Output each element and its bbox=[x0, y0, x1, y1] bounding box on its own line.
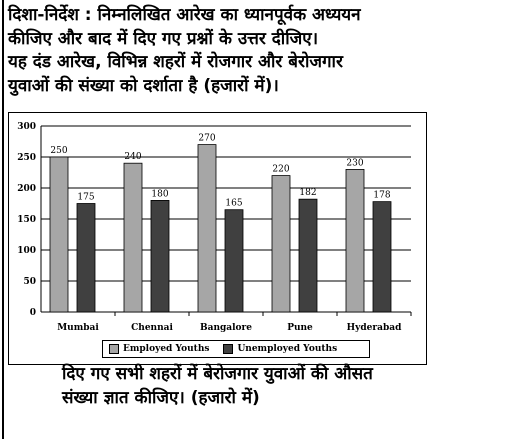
data-label: 180 bbox=[151, 189, 168, 199]
data-label: 175 bbox=[77, 193, 94, 203]
x-category-label: Pune bbox=[287, 323, 313, 333]
directions-line-1: दिशा-निर्देश : निम्नलिखित आरेख का ध्यानप… bbox=[8, 5, 361, 25]
bar bbox=[49, 156, 69, 313]
data-label: 250 bbox=[50, 146, 67, 156]
legend-item-unemployed: Unemployed Youths bbox=[217, 344, 337, 354]
bar bbox=[76, 203, 96, 313]
data-label: 230 bbox=[346, 158, 363, 168]
left-border-rule bbox=[2, 0, 4, 439]
legend-label-unemployed: Unemployed Youths bbox=[237, 344, 338, 354]
bar bbox=[372, 201, 392, 313]
legend-swatch-employed bbox=[109, 344, 119, 354]
x-category-label: Bangalore bbox=[200, 323, 252, 333]
bar bbox=[345, 169, 365, 313]
y-tick-label: 150 bbox=[17, 215, 36, 225]
data-label: 270 bbox=[198, 134, 215, 144]
data-label: 240 bbox=[124, 152, 141, 162]
x-category-label: Chennai bbox=[131, 323, 173, 333]
data-label: 182 bbox=[299, 188, 316, 198]
y-tick-label: 200 bbox=[17, 184, 36, 194]
x-category-label: Mumbai bbox=[57, 323, 99, 333]
bar bbox=[123, 162, 143, 313]
chart-canvas: 0 50 100 150 200 250 300 250 175 Mumbai 240 180 Chen… bbox=[17, 122, 412, 333]
y-tick-label: 250 bbox=[17, 153, 36, 163]
bar bbox=[271, 175, 291, 313]
question-text: दिए गए सभी शहरों में बेरोजगार युवाओं की … bbox=[62, 362, 502, 410]
data-label: 220 bbox=[272, 165, 289, 175]
legend-label-employed: Employed Youths bbox=[123, 344, 210, 354]
directions-line-2: कीजिए और बाद में दिए गए प्रश्नों के उत्त… bbox=[8, 28, 319, 49]
y-tick-label: 100 bbox=[17, 246, 36, 256]
x-category-label: Hyderabad bbox=[347, 323, 402, 333]
bar bbox=[150, 200, 170, 313]
directions-text: दिशा-निर्देश : निम्नलिखित आरेख का ध्यानप… bbox=[8, 4, 504, 98]
bar bbox=[224, 209, 244, 313]
y-tick-label: 50 bbox=[23, 277, 36, 287]
bar bbox=[197, 144, 217, 313]
y-tick-label: 0 bbox=[30, 308, 36, 318]
bar bbox=[298, 198, 318, 313]
legend-item-employed: Employed Youths bbox=[103, 344, 209, 354]
question-line-1: दिए गए सभी शहरों में बेरोजगार युवाओं की … bbox=[62, 364, 373, 384]
chart-legend: Employed Youths Unemployed Youths bbox=[102, 340, 370, 358]
y-tick-label: 300 bbox=[17, 122, 36, 132]
directions-line-3: यह दंड आरेख, विभिन्न शहरों में रोजगार और… bbox=[8, 52, 343, 72]
legend-swatch-unemployed bbox=[223, 344, 234, 354]
directions-line-4: युवाओं की संख्या को दर्शाता है (हजारों म… bbox=[8, 75, 279, 96]
bar-chart: 0 50 100 150 200 250 300 250 175 Mumbai 240 180 Chen… bbox=[8, 112, 427, 365]
data-label: 165 bbox=[225, 199, 242, 209]
question-line-2: संख्या ज्ञात कीजिए। (हजारो में) bbox=[62, 388, 260, 408]
data-label: 178 bbox=[373, 191, 390, 201]
